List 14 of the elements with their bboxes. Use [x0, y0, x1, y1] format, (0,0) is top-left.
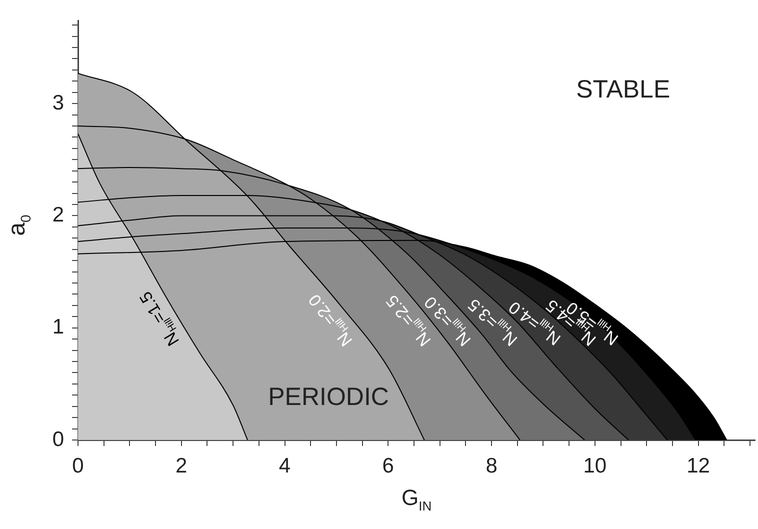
x-tick-label: 12 — [686, 454, 710, 478]
annotation: PERIODIC — [268, 382, 389, 411]
y-tick-label: 3 — [52, 91, 64, 114]
x-tick-label: 2 — [176, 454, 188, 478]
x-tick-label: 4 — [278, 454, 291, 478]
y-tick-label: 0 — [52, 428, 64, 451]
y-tick-label: 1 — [52, 316, 64, 339]
y-tick-label: 2 — [52, 204, 64, 227]
x-tick-label: 6 — [382, 454, 394, 478]
x-tick-label: 10 — [583, 454, 607, 478]
x-tick-label: 8 — [486, 454, 498, 478]
annotation: STABLE — [576, 76, 670, 104]
x-tick-label: 0 — [72, 454, 84, 478]
y-axis-title: a0 — [4, 214, 34, 236]
